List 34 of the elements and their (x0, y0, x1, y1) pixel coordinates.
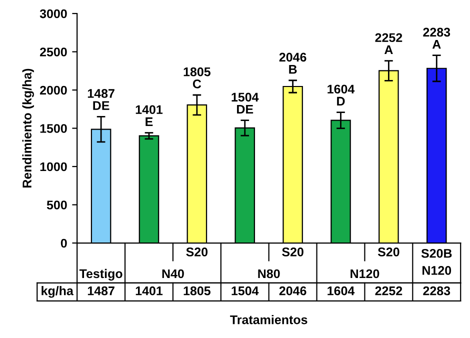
x-axis-title: Tratamientos (230, 315, 308, 324)
y-axis-title: Rendimiento (kg/ha) (22, 68, 34, 188)
y-tick-label: 1000 (40, 162, 67, 172)
y-tick-label: 2000 (40, 86, 67, 95)
y-tick-label: 1500 (40, 124, 67, 133)
y-tick-label: 500 (46, 200, 67, 210)
text: 1604 (328, 286, 355, 296)
text: 1401 (136, 286, 163, 296)
data-label: 2252 A (375, 33, 402, 54)
data-label: 1805 C (184, 67, 210, 88)
x-tick-label: S20B N120 (421, 248, 452, 275)
text: 1805 (184, 286, 210, 296)
text: N40 (162, 269, 184, 278)
x-tick-label: S20 (282, 248, 304, 256)
text: kg/ha (42, 286, 74, 298)
data-label: 2046 B (279, 52, 306, 74)
data-label: 2283 A (423, 28, 450, 49)
y-tick-label: 0 (60, 238, 67, 248)
text: 1487 (88, 286, 114, 296)
data-label: 1604 D (328, 84, 355, 106)
data-label: 1401 E (136, 105, 163, 126)
x-tick-label: S20 (378, 248, 400, 256)
text: 1504 (232, 286, 259, 296)
y-tick-label: 3000 (40, 9, 67, 18)
data-label: 1504 DE (232, 92, 259, 114)
text: 2046 (279, 286, 306, 296)
text: N120 (350, 269, 380, 278)
text: 2283 (423, 286, 450, 296)
x-tick-label: S20 (186, 248, 208, 256)
data-label: 1487 DE (88, 89, 114, 110)
text: N80 (258, 269, 280, 278)
text: 2252 (375, 286, 402, 296)
x-tick-label: Testigo (79, 268, 122, 281)
y-tick-label: 2500 (40, 48, 67, 56)
